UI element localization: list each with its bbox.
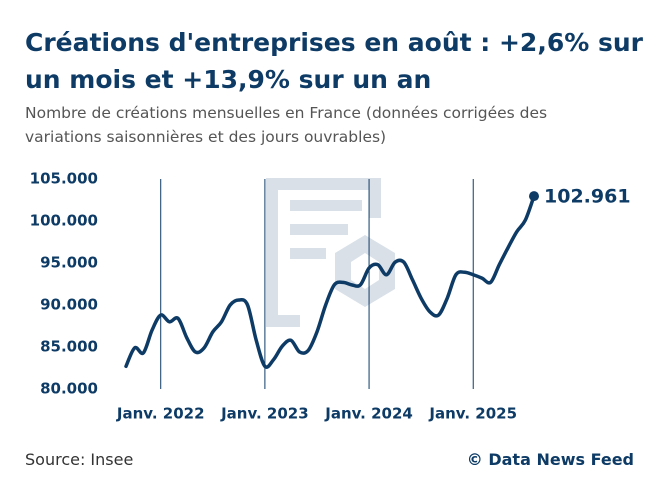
y-tick-label: 85.000 [40, 338, 98, 356]
source: Source: Insee [25, 450, 134, 469]
x-tick-label: Janv. 2022 [116, 405, 205, 423]
y-tick-label: 100.000 [30, 212, 98, 230]
y-tick-label: 95.000 [40, 254, 98, 272]
credit: © Data News Feed [466, 450, 634, 469]
x-tick-label: Janv. 2024 [324, 405, 413, 423]
y-tick-label: 80.000 [40, 380, 98, 398]
y-tick-label: 105.000 [30, 170, 98, 188]
end-point [529, 191, 539, 202]
line [124, 194, 536, 369]
chart-subtitle: Nombre de créations mensuelles en France… [25, 104, 548, 146]
x-tick-label: Janv. 2025 [428, 405, 517, 423]
x-tick-label: Janv. 2023 [220, 405, 309, 423]
y-tick-label: 90.000 [40, 296, 98, 314]
chart-title: Créations d'entreprises en août : +2,6% … [25, 28, 643, 94]
watermark [266, 178, 395, 327]
value-label: 102.961 [544, 186, 631, 208]
